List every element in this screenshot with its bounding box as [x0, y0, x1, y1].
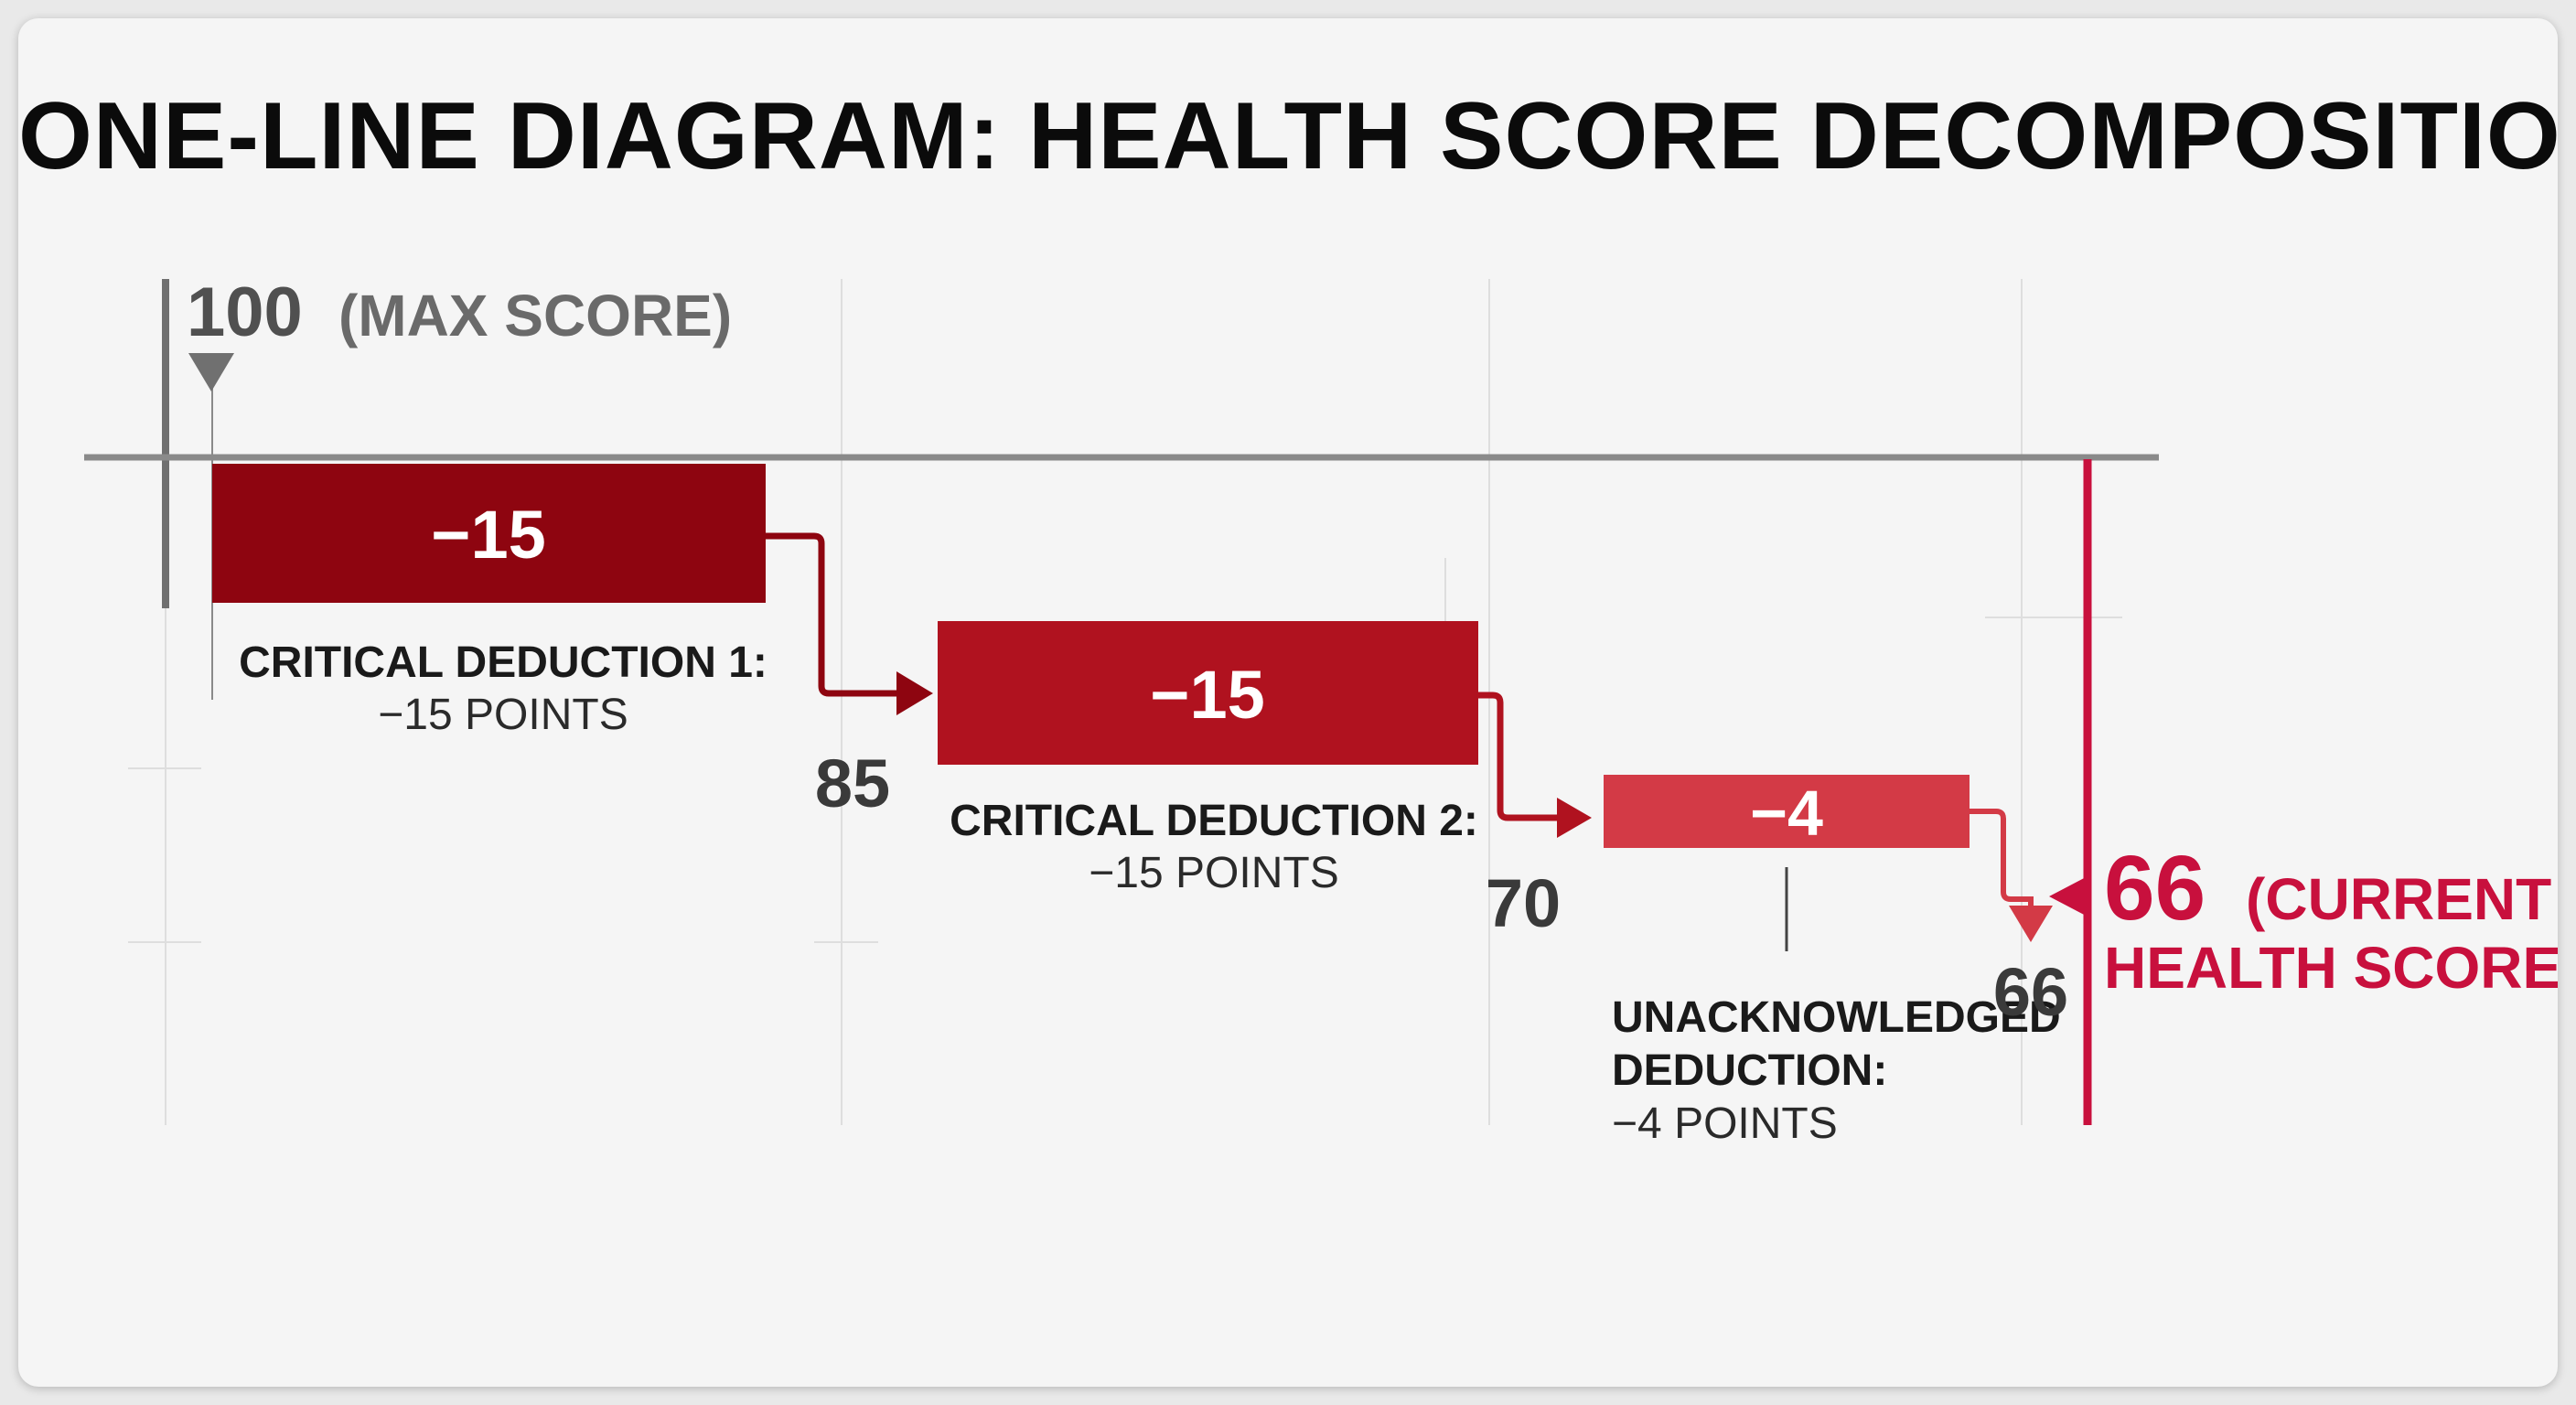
deduction-3-caption-detail: −4 POINTS	[1612, 1099, 1838, 1148]
running-score-3: 66	[1993, 954, 2068, 1030]
start-note: (MAX SCORE)	[338, 283, 732, 349]
deduction-1-caption-detail: −15 POINTS	[378, 691, 628, 739]
one-line-diagram: 100 (MAX SCORE) −15 CRITICAL DEDUCTION 1…	[84, 273, 2558, 1148]
connector-3	[1970, 809, 2034, 915]
running-score-2: 70	[1486, 865, 1561, 941]
start-value: 100 (MAX SCORE)	[187, 273, 732, 351]
final-pointer-icon	[2049, 876, 2088, 917]
diagram-title: ONE-LINE DIAGRAM: HEALTH SCORE DECOMPOSI…	[18, 83, 2558, 189]
start-pointer-icon	[188, 353, 234, 391]
deduction-2-caption-title: CRITICAL DEDUCTION 2:	[950, 797, 1478, 845]
deduction-bar-1	[212, 464, 766, 603]
connector-1-arrow-icon	[896, 671, 933, 715]
connector-1	[766, 532, 907, 697]
running-score-1: 85	[815, 745, 890, 821]
final-score-note-1: (CURRENT	[2246, 866, 2551, 932]
connector-2-arrow-icon	[1557, 798, 1592, 838]
final-score-note-2: HEALTH SCORE)	[2104, 935, 2558, 1001]
deduction-3-caption-title-1: UNACKNOWLEDGED	[1612, 993, 2061, 1042]
deduction-2-label: −15	[1150, 657, 1265, 733]
connector-3-arrow-icon	[2009, 906, 2053, 942]
deduction-1-label: −15	[431, 497, 546, 573]
deduction-1-caption-title: CRITICAL DEDUCTION 1:	[239, 638, 767, 687]
diagram-card: ONE-LINE DIAGRAM: HEALTH SCORE DECOMPOSI…	[18, 18, 2558, 1387]
deduction-bar-2	[938, 621, 1478, 765]
connector-2	[1478, 692, 1564, 821]
deduction-3-label: −4	[1750, 778, 1823, 849]
deduction-bar-3	[1604, 775, 1970, 848]
deduction-2-caption-detail: −15 POINTS	[1089, 849, 1338, 897]
deduction-3-caption-title-2: DEDUCTION:	[1612, 1046, 1887, 1095]
final-score-value: 66 (CURRENT	[2104, 837, 2551, 939]
